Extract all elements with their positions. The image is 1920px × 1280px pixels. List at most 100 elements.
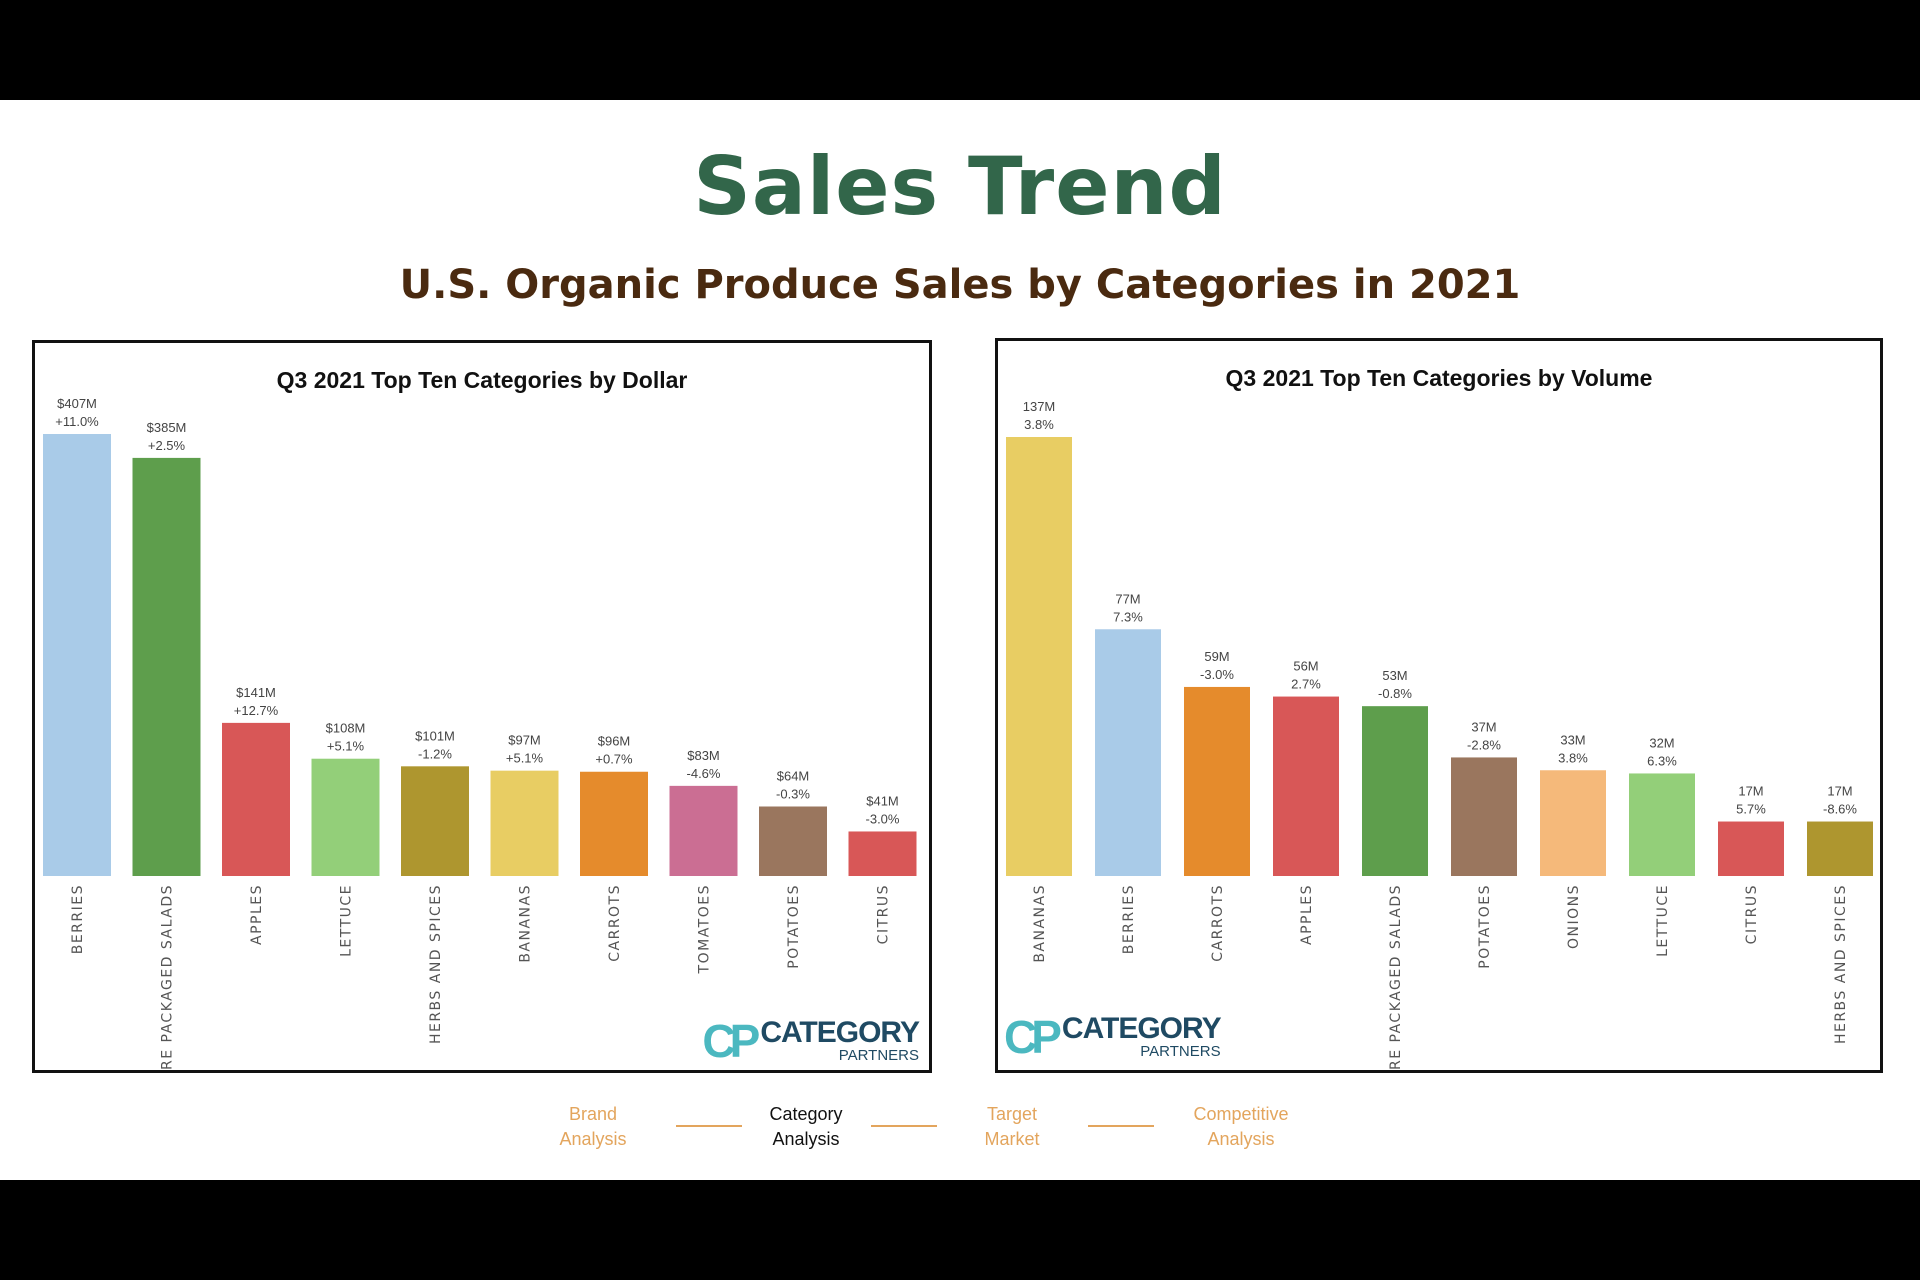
category-partners-logo: CP CATEGORY PARTNERS [702, 1015, 920, 1067]
bar-group: $407M +11.0% BERRIES [43, 396, 111, 954]
bar-group: 33M 3.8% ONIONS [1540, 732, 1606, 949]
nav-label: Analysis [772, 1129, 840, 1149]
change-label: -2.8% [1467, 737, 1501, 752]
page-subtitle: U.S. Organic Produce Sales by Categories… [399, 262, 1521, 308]
bar [490, 770, 559, 876]
value-label: 77M [1115, 591, 1140, 606]
category-label: CITRUS [876, 884, 892, 944]
bar-group: 137M 3.8% BANANAS [1006, 399, 1072, 963]
section-nav: Brand Analysis Category Analysis Target … [0, 1102, 1920, 1162]
category-label: HERBS AND SPICES [1833, 884, 1849, 1044]
value-label: 56M [1293, 659, 1318, 674]
bar [580, 771, 648, 876]
bar-group: $41M -3.0% CITRUS [848, 793, 917, 944]
bar [1273, 696, 1339, 876]
change-label: -4.6% [687, 766, 721, 781]
change-label: -3.0% [1200, 667, 1234, 682]
change-label: 3.8% [1558, 750, 1588, 765]
bar [1629, 773, 1695, 876]
category-label: PRE PACKAGED SALADS [1388, 884, 1404, 1070]
bar [132, 457, 201, 876]
bar [848, 831, 917, 876]
logo-tagline: PARTNERS [838, 1047, 919, 1064]
value-label: 17M [1827, 784, 1852, 799]
category-label: HERBS AND SPICES [428, 884, 444, 1044]
bar-group: $97M +5.1% BANANAS [490, 733, 559, 963]
chart-title: Q3 2021 Top Ten Categories by Dollar [276, 367, 688, 393]
change-label: -0.8% [1378, 686, 1412, 701]
change-label: 5.7% [1736, 802, 1766, 817]
value-label: 37M [1471, 719, 1496, 734]
value-label: $108M [326, 721, 366, 736]
logo-mark: CP [1004, 1011, 1062, 1063]
bar-group: 17M -8.6% HERBS AND SPICES [1807, 784, 1873, 1044]
bar-group: 32M 6.3% LETTUCE [1629, 735, 1695, 957]
value-label: $407M [57, 396, 97, 411]
bar-group: $108M +5.1% LETTUCE [311, 721, 380, 957]
value-label: 33M [1560, 732, 1585, 747]
nav-separator [676, 1125, 742, 1127]
value-label: $101M [415, 728, 455, 743]
nav-label: Analysis [559, 1129, 627, 1149]
bar [1184, 686, 1250, 876]
bar [1807, 821, 1873, 876]
bar-group: $96M +0.7% CARROTS [580, 734, 648, 962]
change-label: +0.7% [595, 752, 633, 767]
category-label: LETTUCE [339, 884, 355, 957]
bar [222, 722, 290, 876]
category-label: BANANAS [518, 884, 534, 963]
change-label: +5.1% [506, 751, 544, 766]
value-label: $83M [687, 748, 720, 763]
bar [401, 766, 469, 876]
change-label: +11.0% [55, 414, 99, 429]
category-label: ONIONS [1566, 884, 1582, 949]
logo-mark: CP [702, 1015, 760, 1067]
category-label: BANANAS [1032, 884, 1048, 963]
value-label: 137M [1023, 399, 1056, 414]
change-label: 7.3% [1113, 609, 1143, 624]
value-label: $64M [777, 768, 810, 783]
bar-group: 59M -3.0% CARROTS [1184, 649, 1250, 962]
nav-label: Brand [568, 1104, 618, 1124]
value-label: $96M [598, 734, 631, 749]
category-label: POTATOES [786, 884, 802, 969]
volume-chart-plot: 137M 3.8% BANANAS 77M 7.3% BERRIES 59M -3.0% CAR… [1006, 399, 1873, 1070]
bar [311, 758, 380, 876]
category-label: CARROTS [607, 884, 623, 962]
dollar-chart: Q3 2021 Top Ten Categories by Dollar $40… [32, 340, 932, 1073]
category-label: CARROTS [1210, 884, 1226, 962]
bar [1362, 706, 1428, 876]
bar [1540, 770, 1606, 876]
bottom-letterbox [0, 1180, 1920, 1280]
change-label: +2.5% [148, 438, 186, 453]
nav-label: Target [986, 1104, 1038, 1124]
category-label: LETTUCE [1655, 884, 1671, 957]
change-label: -0.3% [776, 786, 810, 801]
nav-separator [871, 1125, 937, 1127]
bar [1006, 437, 1072, 876]
category-label: APPLES [1299, 884, 1315, 945]
nav-target-market[interactable]: Target Market [952, 1102, 1072, 1152]
value-label: $41M [866, 793, 899, 808]
nav-category-analysis[interactable]: Category Analysis [746, 1102, 866, 1152]
nav-competitive-analysis[interactable]: Competitive Analysis [1166, 1102, 1316, 1152]
top-letterbox [0, 0, 1920, 100]
bar-group: 56M 2.7% APPLES [1273, 659, 1339, 945]
value-label: $97M [508, 733, 541, 748]
category-label: BERRIES [1121, 884, 1137, 954]
change-label: -3.0% [866, 811, 900, 826]
change-label: -1.2% [418, 746, 452, 761]
value-label: 17M [1738, 784, 1763, 799]
change-label: +12.7% [234, 703, 279, 718]
dollar-chart-plot: $407M +11.0% BERRIES $385M +2.5% PRE PACKAGED… [43, 396, 917, 1070]
chart-title: Q3 2021 Top Ten Categories by Volume [1225, 365, 1653, 391]
bar-group: $101M -1.2% HERBS AND SPICES [401, 728, 469, 1044]
category-label: APPLES [249, 884, 265, 945]
change-label: -8.6% [1823, 802, 1857, 817]
logo-tagline: PARTNERS [1140, 1043, 1221, 1060]
bar-group: 17M 5.7% CITRUS [1718, 784, 1784, 944]
category-label: TOMATOES [697, 884, 713, 974]
nav-brand-analysis[interactable]: Brand Analysis [533, 1102, 653, 1152]
value-label: 53M [1382, 668, 1407, 683]
category-partners-logo: CP CATEGORY PARTNERS [1004, 1011, 1222, 1063]
